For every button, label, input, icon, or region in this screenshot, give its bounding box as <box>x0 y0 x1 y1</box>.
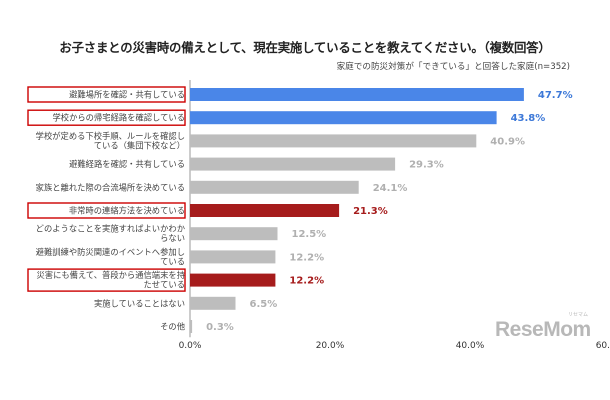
category-label-3: 避難経路を確認・共有している <box>69 159 185 169</box>
value-label-0: 47.7% <box>538 90 573 101</box>
value-label-5: 21.3% <box>353 206 388 217</box>
x-tick-label-0: 0.0% <box>179 341 202 351</box>
x-tick-label-3: 60.0% <box>596 341 610 351</box>
resemom-logo-sub: リセマム <box>568 312 589 318</box>
value-label-1: 43.8% <box>511 113 546 124</box>
category-label-1: 学校からの帰宅経路を確認している <box>52 113 185 123</box>
chart-subtitle: 家庭での防災対策が「できている」と回答した家庭(n=352) <box>336 62 570 72</box>
x-tick-label-1: 20.0% <box>316 341 345 351</box>
bar-10 <box>190 320 193 333</box>
highlight-box-1 <box>27 109 186 126</box>
category-label-10: その他 <box>160 322 185 332</box>
highlight-box-5 <box>27 202 186 219</box>
category-label-5: 非常時の連絡方法を決めている <box>69 206 185 216</box>
bar-3 <box>190 157 396 171</box>
bar-6 <box>190 227 278 241</box>
bar-9 <box>190 296 236 310</box>
value-label-10: 0.3% <box>206 322 234 333</box>
value-label-8: 12.2% <box>289 276 324 287</box>
bar-5 <box>190 204 340 217</box>
chart-title: お子さまとの災害時の備えとして、現在実施していることを教えてください。（複数回答… <box>59 40 551 55</box>
value-label-7: 12.2% <box>289 252 324 263</box>
highlight-box-0 <box>27 86 186 103</box>
value-label-6: 12.5% <box>292 229 327 240</box>
category-label-7: 避難訓練や防災関連のイベントへ参加している <box>36 247 185 267</box>
resemom-logo: ReseMom <box>495 318 591 341</box>
category-label-9: 実施していることはない <box>94 298 185 308</box>
bar-4 <box>190 180 359 194</box>
value-label-2: 40.9% <box>490 136 525 147</box>
category-label-4: 家族と離れた際の合流場所を決めている <box>36 182 185 192</box>
bar-1 <box>190 111 497 125</box>
category-label-8: 災害にも備えて、普段から通信端末を持たせている <box>36 270 185 290</box>
bar-7 <box>190 250 276 264</box>
value-label-4: 24.1% <box>373 183 408 194</box>
value-label-3: 29.3% <box>409 160 444 171</box>
category-label-6: どのようなことを実施すればよいかわからない <box>36 224 185 244</box>
bar-2 <box>190 134 477 148</box>
highlight-box-8 <box>27 268 186 292</box>
bar-0 <box>190 88 524 101</box>
value-label-9: 6.5% <box>250 299 278 310</box>
bar-8 <box>190 273 276 287</box>
category-label-2: 学校が定める下校手順、ルールを確認している（集団下校など） <box>36 131 185 151</box>
category-label-0: 避難場所を確認・共有している <box>69 90 185 100</box>
x-tick-label-2: 40.0% <box>456 341 485 351</box>
